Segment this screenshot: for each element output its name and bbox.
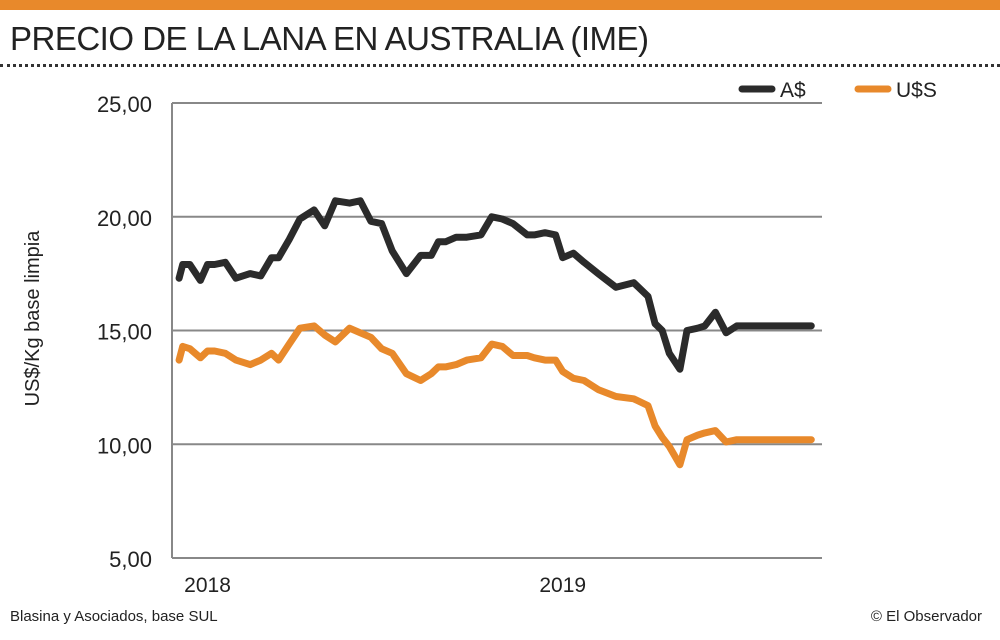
accent-bar <box>0 0 1000 10</box>
legend-label: U$S <box>896 79 937 102</box>
credit-note: © El Observador <box>870 608 982 625</box>
y-tick-label: 25,00 <box>97 92 152 117</box>
y-axis-label: US$/Kg base limpia <box>22 230 44 407</box>
chart-title: PRECIO DE LA LANA EN AUSTRALIA (IME) <box>10 20 649 57</box>
source-note: Blasina y Asociados, base SUL <box>10 608 218 625</box>
y-tick-label: 15,00 <box>97 320 152 345</box>
series-line-aud <box>175 197 815 373</box>
series-line-usd <box>175 322 815 469</box>
y-tick-label: 10,00 <box>97 433 152 458</box>
y-tick-label: 5,00 <box>109 547 152 572</box>
legend-label: A$ <box>780 79 806 102</box>
title-divider <box>0 64 1000 67</box>
x-tick-label: 2019 <box>539 574 586 597</box>
y-tick-label: 20,00 <box>97 206 152 231</box>
x-tick-label: 2018 <box>184 574 231 597</box>
